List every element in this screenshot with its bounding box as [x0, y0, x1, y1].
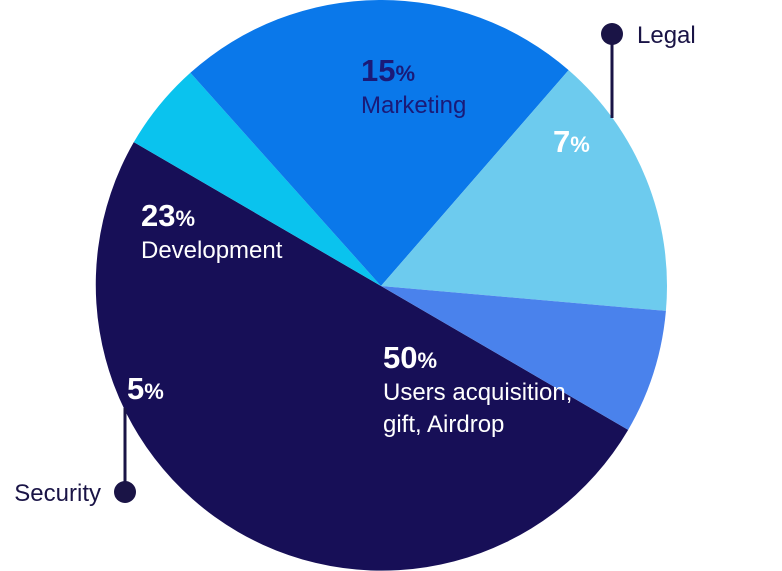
pie-slice-label: 50% Users acquisition, gift, Airdrop — [383, 340, 572, 438]
pie-slice-legal — [381, 286, 666, 430]
security-callout-label: Security — [14, 480, 101, 507]
legal-callout-dot — [601, 23, 623, 45]
pie-slice-security — [133, 72, 381, 286]
legal-callout-label: Legal — [637, 22, 696, 49]
pie-slice-marketing — [381, 70, 667, 311]
security-callout-dot — [114, 481, 136, 503]
pie-slice-label: 23% Development — [141, 198, 283, 264]
pie-slice-label: 5% — [127, 371, 164, 406]
pie-slice-development — [190, 0, 569, 286]
pie-slice-label: 7% — [553, 124, 590, 159]
pie-slice-label: 15% Marketing — [361, 53, 466, 119]
pie-slice-users-acquisition-gift-airdrop — [95, 142, 629, 571]
